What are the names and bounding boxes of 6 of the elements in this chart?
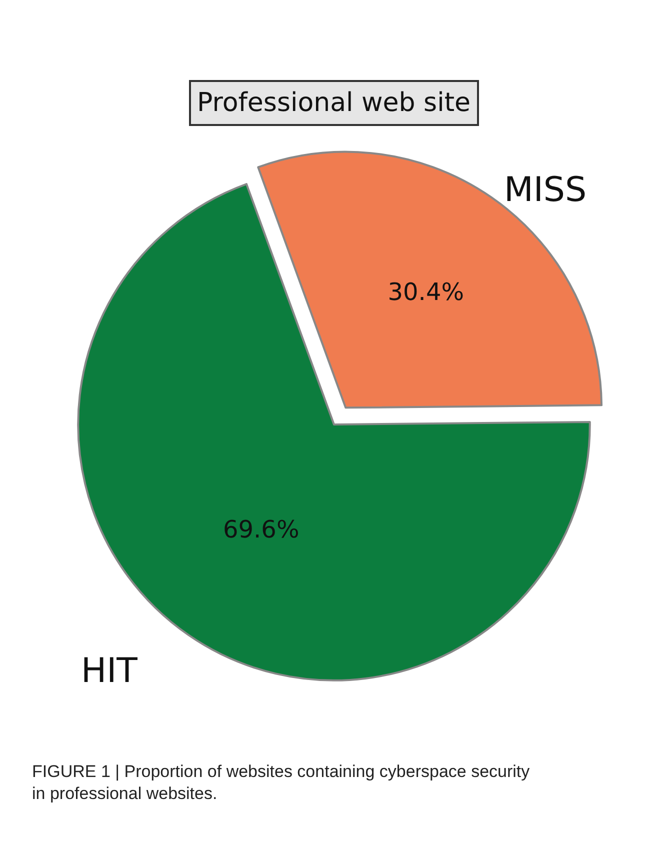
slice-label: MISS — [504, 170, 587, 210]
chart-title: Professional web site — [197, 88, 471, 118]
caption: FIGURE 1 | Proportion of websites containing cyberspace security in professional websites. — [32, 762, 530, 804]
slice-label: HIT — [81, 651, 138, 691]
data-label: 69.6% — [223, 516, 300, 544]
data-label: 30.4% — [388, 278, 464, 306]
